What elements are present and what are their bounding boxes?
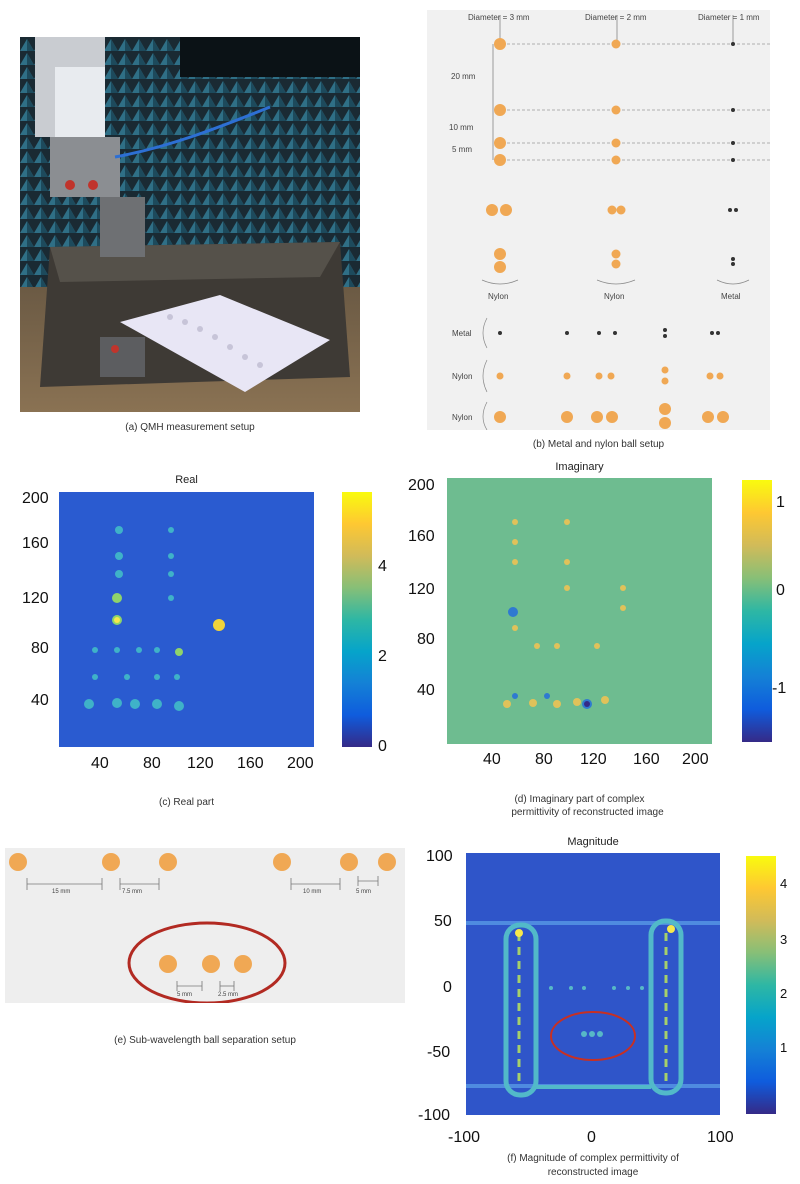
diameter-2mm-label: Diameter = 2 mm [585,13,647,22]
panel-c-title: Real [175,474,198,486]
imag-colorbar-tick-0: 0 [776,582,785,599]
real-colorbar [342,492,372,747]
mag-colorbar-tick-1: 1 [780,1040,788,1055]
sep-7-5mm-label: 7.5 mm [122,889,143,895]
panel-f-caption-1: (f) Magnitude of complex permittivity of [507,1153,679,1164]
real-xtick-80: 80 [143,755,161,772]
imag-xtick-120: 120 [580,751,607,768]
imag-xtick-40: 40 [483,751,501,768]
panel-a-caption: (a) QMH measurement setup [125,422,255,433]
real-colorbar-tick-0: 0 [378,738,387,755]
imag-xtick-160: 160 [633,751,660,768]
real-part-blobs [84,526,225,711]
panel-e-caption: (e) Sub-wavelength ball separation setup [114,1035,296,1046]
real-xtick-120: 120 [187,755,214,772]
real-xtick-160: 160 [237,755,264,772]
sep-10mm-label: 10 mm [303,889,322,895]
real-ytick-80: 80 [31,640,49,657]
magnitude-colorbar [746,856,776,1114]
diameter-1mm-label: Diameter = 1 mm [698,13,760,22]
sep-5mm-label: 5 mm [356,889,371,895]
real-ytick-200: 200 [22,490,49,507]
mag-xtick-100: 100 [707,1129,734,1146]
mag-colorbar-tick-3: 3 [780,932,788,947]
group-label-nylon-2: Nylon [604,292,625,301]
magnitude-structure [466,918,720,1098]
panel-d-title: Imaginary [555,461,604,473]
imag-ytick-120: 120 [408,581,435,598]
real-xtick-200: 200 [287,755,314,772]
sep-2-5mm-label: 2.5 mm [218,992,239,998]
imag-colorbar-tick-minus1: -1 [772,680,787,697]
imaginary-part-blobs [503,519,626,709]
ball-setup-svg [481,15,770,430]
imag-xtick-200: 200 [682,751,709,768]
panel-f-title: Magnitude [567,836,619,848]
real-xtick-40: 40 [91,755,109,772]
mag-ytick-50: 50 [434,913,452,930]
panel-f-caption-2: reconstructed image [547,1167,639,1178]
row-label-nylon-3mm: Nylon [452,413,473,422]
spacing-20mm-label: 20 mm [451,72,476,81]
mag-ytick-minus50: -50 [427,1044,451,1061]
real-ytick-120: 120 [22,590,49,607]
mag-colorbar-tick-4: 4 [780,876,788,891]
measurement-setup-photo [20,37,360,412]
panel-b-caption: (b) Metal and nylon ball setup [532,439,665,450]
panel-b-diagram [427,10,770,430]
real-ytick-40: 40 [31,692,49,709]
imaginary-colorbar [742,480,772,742]
group-label-nylon-1: Nylon [488,292,509,301]
sub-wavelength-svg [9,853,396,1003]
sep-15mm-label: 15 mm [52,889,71,895]
panel-c-caption: (c) Real part [158,797,214,808]
panel-e-diagram [5,848,405,1003]
spacing-5mm-label: 5 mm [452,145,472,154]
imag-colorbar-tick-1: 1 [776,494,785,511]
imag-ytick-80: 80 [417,631,435,648]
row-label-nylon-2mm: Nylon [452,372,473,381]
imag-ytick-40: 40 [417,682,435,699]
spacing-10mm-label: 10 mm [449,123,474,132]
sep-5mm-bottom-label: 5 mm [177,992,192,998]
row-label-metal: Metal [452,329,472,338]
mag-xtick-0: 0 [587,1129,596,1146]
mag-ytick-0: 0 [443,979,452,996]
imag-xtick-80: 80 [535,751,553,768]
real-ytick-160: 160 [22,535,49,552]
diameter-3mm-label: Diameter = 3 mm [468,13,530,22]
group-label-metal: Metal [721,292,741,301]
mag-colorbar-tick-2: 2 [780,986,788,1001]
imag-ytick-200: 200 [408,477,435,494]
mag-ytick-100: 100 [426,848,453,865]
panel-d-caption-2: permittivity of reconstructed image [511,807,664,818]
imag-ytick-160: 160 [408,528,435,545]
mag-ytick-minus100: -100 [418,1107,451,1124]
panel-a-photo [20,37,360,412]
real-colorbar-tick-2: 2 [378,648,387,665]
real-part-heatmap [59,492,314,747]
real-colorbar-tick-4: 4 [378,558,387,575]
mag-xtick-minus100: -100 [448,1129,481,1146]
panel-d-caption-1: (d) Imaginary part of complex [514,794,645,805]
